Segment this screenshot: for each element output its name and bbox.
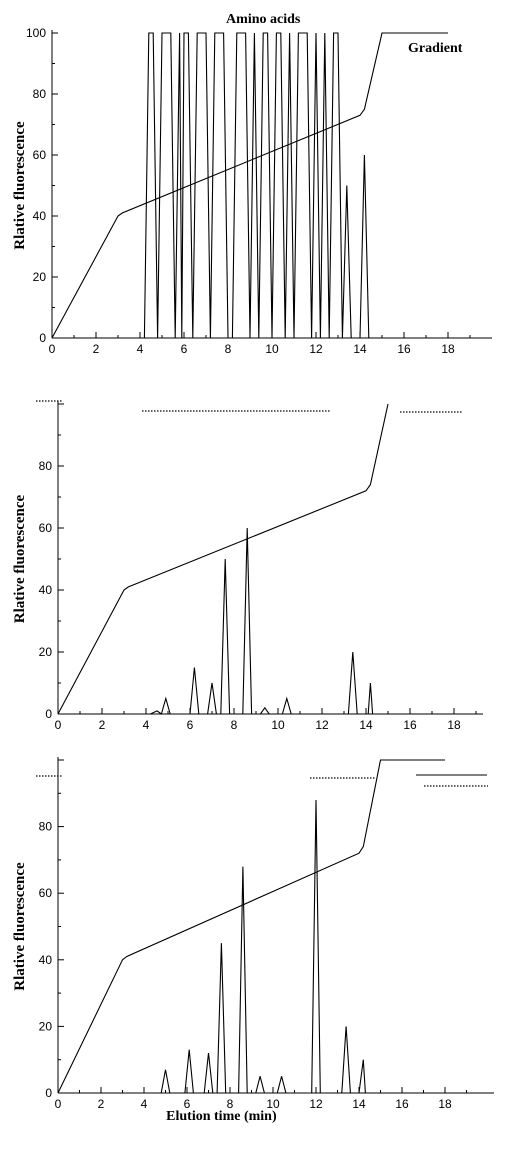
x-tick-label: 16 [403,718,417,732]
x-tick-label: 6 [184,1097,191,1111]
x-tick-label: 12 [309,1097,323,1111]
y-tick-label: 20 [39,1019,53,1033]
y-tick-label: 60 [39,521,53,535]
y-tick-label: 40 [39,953,53,967]
y-tick-label: 80 [39,820,53,834]
x-axis-title: Elution time (min) [166,1109,277,1124]
x-tick-label: 14 [353,342,367,356]
y-tick-label: 80 [39,459,53,473]
fluorescence-trace [52,32,448,339]
x-tick-label: 2 [99,718,106,732]
y-tick-label: 0 [39,331,46,345]
x-tick-label: 14 [352,1097,366,1111]
x-tick-label: 10 [265,342,279,356]
x-tick-label: 12 [315,718,329,732]
x-tick-label: 8 [225,342,232,356]
y-tick-label: 0 [45,707,52,721]
x-tick-label: 6 [187,718,194,732]
x-tick-label: 0 [49,342,56,356]
x-tick-label: 6 [181,342,188,356]
x-tick-label: 2 [98,1097,105,1111]
x-tick-label: 16 [397,342,411,356]
y-tick-label: 80 [33,87,47,101]
y-axis-title: Rlative fluorescence [12,121,28,250]
x-tick-label: 4 [143,718,150,732]
x-tick-label: 12 [309,342,323,356]
y-tick-label: 40 [39,583,53,597]
y-tick-label: 0 [45,1086,52,1100]
x-tick-label: 18 [441,342,455,356]
chart-title: Amino acids [226,12,301,27]
x-tick-label: 4 [141,1097,148,1111]
x-tick-label: 4 [137,342,144,356]
y-tick-label: 40 [33,209,47,223]
gradient-label: Gradient [408,41,463,56]
fluorescence-trace [58,799,467,1094]
gradient-line [57,403,389,715]
y-tick-label: 60 [39,886,53,900]
x-tick-label: 16 [395,1097,409,1111]
x-tick-label: 8 [231,718,238,732]
y-axis-title: Rlative fluorescence [12,494,28,623]
y-tick-label: 100 [26,26,46,40]
x-tick-label: 8 [227,1097,234,1111]
y-tick-label: 60 [33,148,47,162]
x-tick-label: 0 [55,1097,62,1111]
fluorescence-trace [58,527,476,715]
gradient-line [57,759,445,1094]
gradient-line [51,32,448,339]
x-tick-label: 2 [93,342,100,356]
x-tick-label: 18 [438,1097,452,1111]
x-tick-label: 18 [447,718,461,732]
y-tick-label: 20 [39,645,53,659]
x-tick-label: 10 [271,718,285,732]
y-tick-label: 20 [33,270,47,284]
y-axis-title: Rlative fluorescence [12,862,28,991]
x-tick-label: 10 [266,1097,280,1111]
x-tick-label: 14 [359,718,373,732]
x-tick-label: 0 [55,718,62,732]
